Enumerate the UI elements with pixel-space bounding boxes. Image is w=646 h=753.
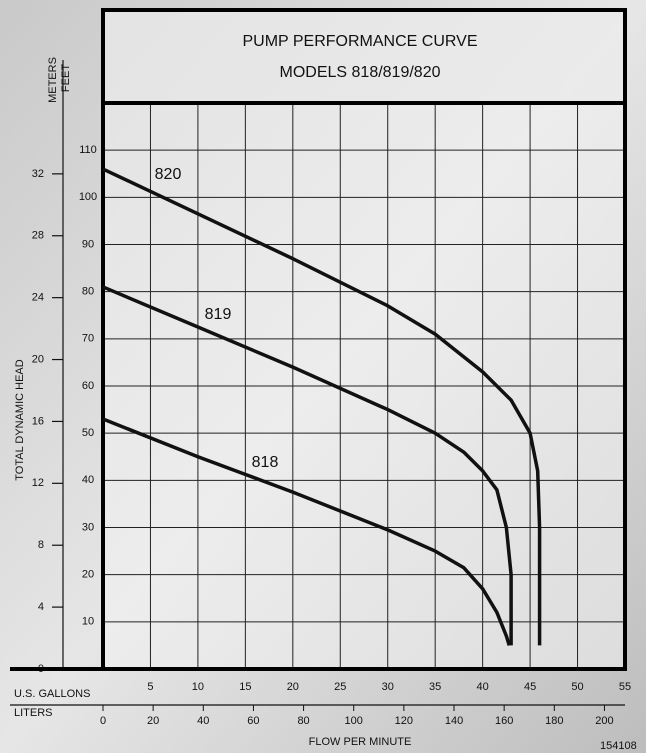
- code: 154108: [600, 740, 637, 752]
- y-tick-label: 60: [82, 380, 94, 392]
- y-tick-label: 50: [82, 427, 94, 439]
- x-tick-label: 25: [334, 681, 346, 693]
- y-tick-label: 110: [79, 144, 97, 156]
- x-tick-label: 55: [619, 681, 631, 693]
- x2-tick-label: 60: [247, 715, 259, 727]
- chart-subtitle: MODELS 818/819/820: [280, 64, 441, 81]
- y2-unit-label: METERS: [47, 57, 59, 103]
- x2-tick-label: 180: [545, 715, 563, 727]
- y-tick-label: 30: [82, 521, 94, 533]
- curve: [102, 167, 542, 646]
- y2-tick-label: 16: [32, 415, 44, 427]
- y-tick-label: 10: [82, 616, 94, 628]
- x-axis-title: FLOW PER MINUTE: [309, 736, 412, 748]
- curve-label: 818: [252, 454, 279, 471]
- y-tick-label: 40: [82, 474, 94, 486]
- y2-tick-label: 20: [32, 353, 44, 365]
- y2-tick-label: 4: [38, 601, 44, 613]
- x2-tick-label: 120: [395, 715, 413, 727]
- x-tick-label: 20: [287, 681, 299, 693]
- y-tick-label: 80: [82, 286, 94, 298]
- y-tick-label: 100: [79, 191, 97, 203]
- chart-title: PUMP PERFORMANCE CURVE: [243, 33, 478, 50]
- x-tick-label: 30: [382, 681, 394, 693]
- y-tick-label: 90: [82, 238, 94, 250]
- y-unit-label: FEET: [60, 64, 72, 92]
- x-tick-label: 35: [429, 681, 441, 693]
- curve-label: 819: [205, 306, 232, 323]
- x-tick-label: 15: [239, 681, 251, 693]
- x-tick-label: 40: [477, 681, 489, 693]
- x2-tick-label: 100: [345, 715, 363, 727]
- y-tick-label: 70: [82, 333, 94, 345]
- x2-unit-label: LITERS: [14, 707, 53, 719]
- x2-tick-label: 200: [595, 715, 613, 727]
- y-axis-title: TOTAL DYNAMIC HEAD: [14, 359, 26, 480]
- y2-tick-label: 8: [38, 539, 44, 551]
- x2-tick-label: 40: [197, 715, 209, 727]
- x-tick-label: 45: [524, 681, 536, 693]
- title-box: [103, 10, 625, 103]
- x2-tick-label: 80: [297, 715, 309, 727]
- y-tick-label: 20: [82, 569, 94, 581]
- x2-tick-label: 140: [445, 715, 463, 727]
- x2-tick-label: 20: [147, 715, 159, 727]
- x2-tick-label: 160: [495, 715, 513, 727]
- y2-tick-label: 24: [32, 292, 44, 304]
- curve: [102, 417, 511, 646]
- x-tick-label: 10: [192, 681, 204, 693]
- x2-tick-label: 0: [100, 715, 106, 727]
- curve: [102, 285, 513, 646]
- y2-tick-label: 32: [32, 168, 44, 180]
- x-tick-label: 5: [147, 681, 153, 693]
- curve-label: 820: [155, 166, 182, 183]
- y2-tick-label: 12: [32, 477, 44, 489]
- x-tick-label: 50: [571, 681, 583, 693]
- y2-tick-label: 28: [32, 230, 44, 242]
- x-unit-label: U.S. GALLONS: [14, 688, 90, 700]
